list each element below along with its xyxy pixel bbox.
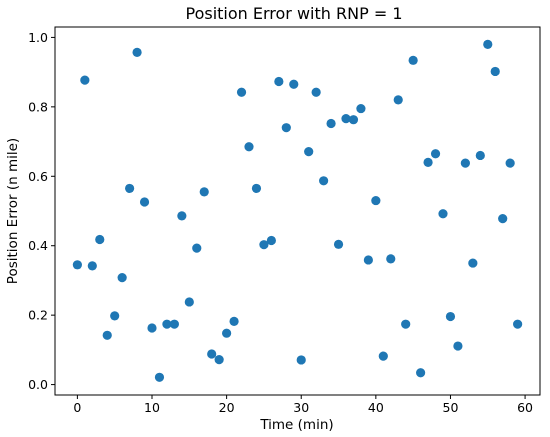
data-point [296,355,306,365]
data-point [229,316,239,326]
data-point [80,75,90,85]
data-point [326,118,336,129]
data-point [386,254,396,264]
data-point [423,157,433,167]
data-point [333,239,344,249]
data-point [95,234,105,245]
data-point [110,311,120,321]
data-point [460,158,470,168]
data-point [222,328,232,338]
data-point [214,354,224,365]
plot-frame [54,26,541,396]
data-point [154,372,165,382]
y-tick-label: 1.0 [28,30,48,45]
data-point [199,187,209,197]
data-point [259,240,269,250]
data-point [393,95,403,105]
data-point [513,319,523,329]
data-point [378,351,388,361]
data-point [184,297,194,307]
data-point [192,243,202,253]
data-point [132,47,142,57]
data-point [490,66,500,77]
data-point [408,55,418,65]
x-tick-label: 0 [73,400,81,415]
x-tick-label: 60 [517,400,533,415]
data-point [341,114,351,124]
data-point [72,260,82,270]
x-tick-label: 10 [144,400,160,415]
data-point [236,87,247,97]
data-point [453,341,463,351]
data-point [125,183,135,194]
data-point [401,319,411,329]
data-point [207,349,217,359]
data-point [356,103,366,114]
data-point [348,115,359,125]
data-point [289,79,299,89]
chart-title: Position Error with RNP = 1 [186,4,403,23]
y-tick-label: 0.4 [28,238,48,253]
x-tick-label: 50 [443,400,459,415]
data-point [311,87,321,97]
y-tick-label: 0.8 [28,99,48,114]
y-tick-label: 0.6 [28,169,48,184]
data-point [102,330,112,340]
data-point [430,149,441,159]
x-tick-label: 30 [293,400,309,415]
data-point [445,311,456,322]
data-point [475,150,485,161]
data-point [363,255,373,265]
data-point [87,261,97,271]
y-axis-ticks: 0.0 0.2 0.4 0.6 0.8 1.0 [28,30,55,392]
data-point [483,39,493,49]
x-axis-label: Time (min) [259,417,333,433]
data-point [139,197,150,207]
data-point [281,123,291,133]
y-axis-label: Position Error (n mile) [5,138,21,284]
data-point [416,368,426,378]
data-point [505,158,515,168]
data-point [177,211,187,221]
x-tick-label: 20 [219,400,235,415]
x-axis-ticks: 0 10 20 30 40 50 60 [73,395,533,415]
data-points [72,39,523,382]
data-point [304,147,314,157]
data-point [371,195,381,206]
x-tick-label: 40 [368,400,384,415]
data-point [147,323,157,333]
data-point [319,176,329,186]
y-tick-label: 0.0 [28,377,48,392]
data-point [169,319,179,329]
data-point [117,273,127,283]
data-point [244,142,254,152]
data-point [162,319,172,329]
data-point [274,76,284,87]
data-point [498,214,508,224]
data-point [266,235,276,246]
data-point [468,258,478,268]
y-tick-label: 0.2 [28,308,48,323]
data-point [438,209,448,219]
data-point [251,183,262,194]
